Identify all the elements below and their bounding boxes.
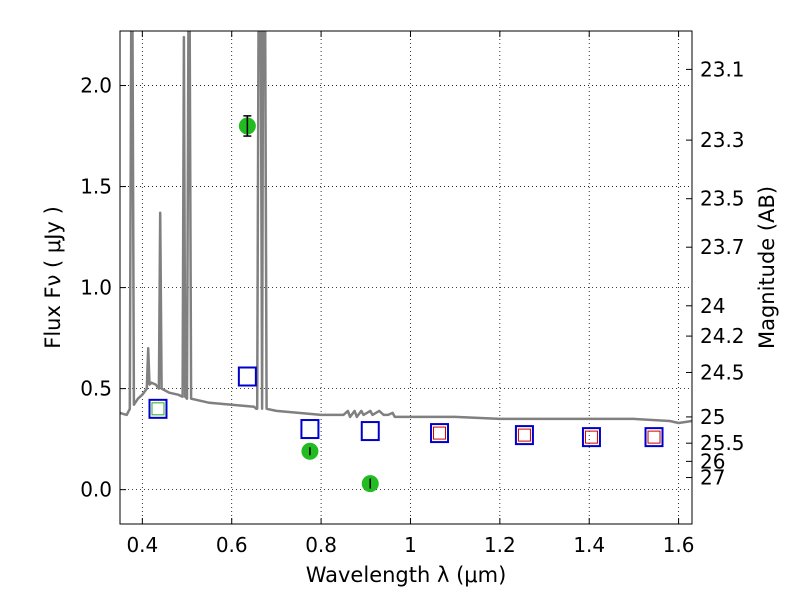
magnitude-tick-label: 24.5 [700, 360, 745, 384]
model-square-inner [151, 402, 165, 416]
magnitude-tick-label: 27 [700, 466, 725, 490]
magnitude-tick-label: 25.5 [700, 431, 745, 455]
model-square [360, 421, 380, 442]
model-square-inner [584, 430, 598, 444]
plot-frame [119, 30, 693, 525]
model-square [581, 427, 601, 448]
y-axis-label-left: Flux Fν ( μJy ) [41, 206, 65, 349]
grid [120, 31, 692, 524]
y-axis-label-right: Magnitude (AB) [755, 186, 779, 349]
model-square [514, 425, 534, 446]
x-tick-label: 0.4 [126, 533, 158, 557]
x-tick-label: 1.6 [663, 533, 695, 557]
axis-ticks [120, 31, 692, 524]
magnitude-tick-label: 24 [700, 294, 725, 318]
y-tick-label: 0.0 [80, 478, 112, 502]
magnitude-tick-label: 23.5 [700, 187, 745, 211]
model-sed-line [120, 31, 692, 425]
x-tick-label: 1.2 [484, 533, 516, 557]
y-tick-label: 1.0 [80, 276, 112, 300]
magnitude-tick-label: 23.1 [700, 57, 745, 81]
magnitude-tick-label: 23.7 [700, 235, 745, 259]
magnitude-tick-label: 25 [700, 405, 725, 429]
plot-area [120, 31, 692, 493]
model-square [644, 427, 664, 448]
model-square-inner [433, 426, 447, 440]
x-axis-label: Wavelength λ (μm) [306, 563, 507, 587]
model-square [148, 398, 168, 419]
model-square [430, 423, 450, 444]
magnitude-tick-label: 23.3 [700, 128, 745, 152]
x-tick-label: 1 [404, 533, 417, 557]
axis-labels: 0.4 0.6 0.8 1 1.2 1.4 1.6 0.0 0.5 1.0 1.5 2.0 23.1 23… [41, 57, 779, 587]
y-tick-label: 0.5 [80, 377, 112, 401]
x-tick-label: 0.6 [216, 533, 248, 557]
model-square-inner [517, 428, 531, 442]
model-square [300, 419, 320, 440]
magnitude-tick-label: 24.2 [700, 324, 745, 348]
x-tick-label: 1.4 [573, 533, 605, 557]
model-square-inner [647, 430, 661, 444]
x-tick-label: 0.8 [305, 533, 337, 557]
y-tick-label: 2.0 [80, 74, 112, 98]
model-square [237, 366, 257, 387]
magnitude-tick-label: 26 [700, 449, 725, 473]
y-tick-label: 1.5 [80, 175, 112, 199]
